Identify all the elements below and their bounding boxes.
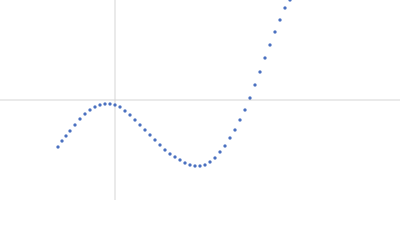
point bbox=[278, 18, 282, 22]
point bbox=[213, 156, 217, 160]
point bbox=[193, 164, 197, 168]
point bbox=[283, 6, 287, 10]
point bbox=[113, 103, 117, 107]
point bbox=[93, 105, 97, 109]
point bbox=[78, 117, 82, 121]
point bbox=[238, 118, 242, 122]
point bbox=[153, 138, 157, 142]
point bbox=[198, 164, 202, 168]
point bbox=[183, 161, 187, 165]
point bbox=[233, 128, 237, 132]
point bbox=[118, 105, 122, 109]
point bbox=[88, 108, 92, 112]
point bbox=[163, 148, 167, 152]
point bbox=[98, 103, 102, 107]
point bbox=[258, 70, 262, 74]
point bbox=[188, 163, 192, 167]
point bbox=[73, 123, 77, 127]
point bbox=[248, 96, 252, 100]
point bbox=[138, 123, 142, 127]
point bbox=[103, 102, 107, 106]
point bbox=[123, 109, 127, 113]
point bbox=[168, 152, 172, 156]
point bbox=[203, 163, 207, 167]
point bbox=[108, 102, 112, 106]
point bbox=[68, 129, 72, 133]
point bbox=[178, 158, 182, 162]
point bbox=[288, 0, 292, 2]
point bbox=[243, 108, 247, 112]
point bbox=[253, 83, 257, 87]
point bbox=[158, 143, 162, 147]
point bbox=[223, 144, 227, 148]
point bbox=[133, 118, 137, 122]
point bbox=[218, 150, 222, 154]
point bbox=[148, 133, 152, 137]
point bbox=[263, 56, 267, 60]
point bbox=[60, 139, 64, 143]
point bbox=[268, 43, 272, 47]
point bbox=[143, 128, 147, 132]
chart bbox=[0, 0, 400, 200]
point bbox=[273, 30, 277, 34]
point bbox=[228, 136, 232, 140]
point bbox=[56, 145, 60, 149]
point bbox=[128, 113, 132, 117]
point bbox=[173, 155, 177, 159]
point bbox=[83, 112, 87, 116]
point bbox=[64, 134, 68, 138]
point bbox=[208, 160, 212, 164]
